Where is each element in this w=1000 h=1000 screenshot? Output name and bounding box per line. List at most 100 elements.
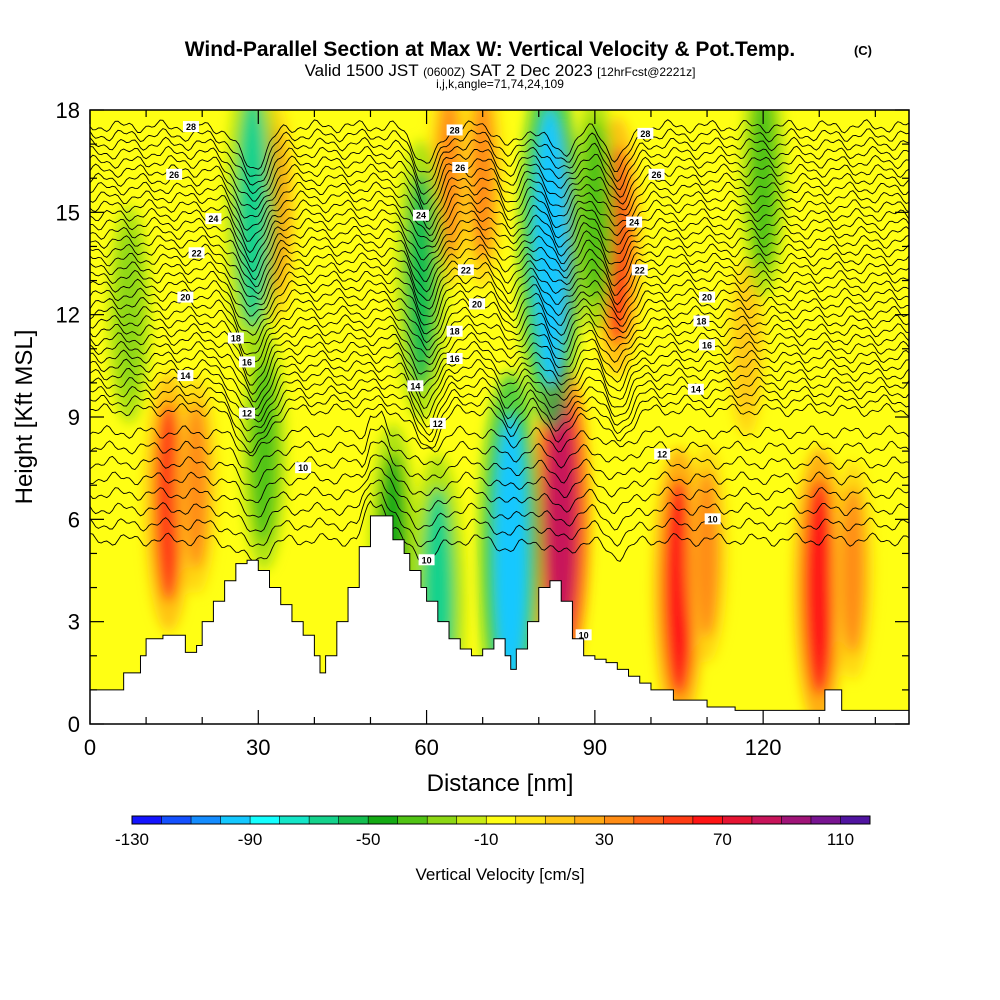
contour-label-bg — [687, 383, 704, 395]
contour-label-text: 10 — [579, 630, 589, 640]
contour-label-text: 14 — [691, 385, 701, 395]
contour-label-bg — [182, 121, 199, 133]
theta-contour — [90, 367, 909, 420]
colorbar-swatch — [751, 816, 782, 824]
contour-label-bg — [188, 247, 205, 259]
contour-label-text: 22 — [192, 248, 202, 258]
theta-contour-label: 20 — [177, 291, 194, 303]
downdraft-core — [117, 230, 141, 399]
theta-contour — [90, 424, 909, 473]
updraft-core — [185, 401, 209, 570]
colorbar-ticks: -130 -90 -50 -10 30 70 110 — [115, 830, 854, 849]
theta-contour — [90, 190, 909, 242]
contour-label-bg — [654, 448, 671, 460]
theta-contour — [90, 296, 909, 345]
contour-label-text: 20 — [702, 293, 712, 303]
contour-label-bg — [446, 353, 463, 365]
vertical-velocity-field — [108, 110, 874, 724]
contour-label-bg — [412, 209, 429, 221]
contour-label-bg — [457, 264, 474, 276]
contour-label-bg — [418, 554, 435, 566]
downdraft-core — [237, 110, 268, 329]
contour-label-bg — [631, 264, 648, 276]
theta-contour — [90, 492, 909, 548]
y-tick-label: 12 — [56, 303, 80, 328]
updraft-core — [736, 280, 757, 417]
contour-label-text: 24 — [416, 211, 426, 221]
theta-contour — [90, 305, 909, 355]
theta-contour-label: 26 — [166, 168, 183, 180]
contour-label-bg — [407, 380, 424, 392]
colorbar-tick-label: -90 — [238, 830, 263, 849]
contour-label-text: 28 — [640, 129, 650, 139]
theta-contour-label: 10 — [295, 462, 312, 474]
y-tick-label: 3 — [68, 610, 80, 635]
potential-temperature-contours — [90, 119, 909, 564]
colorbar-tick-label: -10 — [474, 830, 499, 849]
colorbar-tick-label: -50 — [356, 830, 381, 849]
downdraft-core — [493, 413, 529, 694]
theta-contour — [90, 216, 909, 273]
theta-contour-label: 22 — [457, 264, 474, 276]
theta-contour-label: 16 — [446, 353, 463, 365]
contour-label-bg — [469, 298, 486, 310]
contour-label-text: 22 — [461, 265, 471, 275]
contour-label-bg — [626, 216, 643, 228]
contour-label-text: 12 — [433, 419, 443, 429]
colorbar-swatch — [161, 816, 192, 824]
theta-contour-label: 14 — [407, 380, 424, 392]
contour-label-bg — [575, 629, 592, 641]
contour-label-text: 20 — [180, 293, 190, 303]
colorbar-label: Vertical Velocity [cm/s] — [415, 865, 584, 884]
theta-contour-label: 18 — [693, 315, 710, 327]
theta-contour-label: 10 — [704, 513, 721, 525]
contour-label-text: 12 — [242, 409, 252, 419]
theta-contour-label: 14 — [687, 383, 704, 395]
contour-label-bg — [648, 168, 665, 180]
theta-contour — [90, 358, 909, 411]
theta-contour — [90, 376, 909, 428]
theta-contour-label: 18 — [446, 325, 463, 337]
contour-label-bg — [177, 370, 194, 382]
theta-contour-label: 24 — [205, 213, 222, 225]
colorbar-swatch — [692, 816, 723, 824]
subtitle-utc: (0600Z) — [423, 65, 465, 79]
colorbar-swatch — [604, 816, 635, 824]
contour-label-text: 24 — [629, 218, 639, 228]
theta-contour — [90, 252, 909, 301]
theta-contour — [90, 163, 909, 215]
theta-contour — [90, 261, 909, 310]
theta-contour-label: 20 — [469, 298, 486, 310]
x-axis-label: Distance [nm] — [427, 770, 574, 797]
y-tick-label: 18 — [56, 98, 80, 123]
contour-label-text: 20 — [472, 299, 482, 309]
contour-label-text: 24 — [208, 214, 218, 224]
contour-label-bg — [452, 161, 469, 173]
theta-contour-label: 12 — [429, 417, 446, 429]
theta-contour — [90, 234, 909, 288]
theta-contour — [90, 136, 909, 186]
chart-params: i,j,k,angle=71,74,24,109 — [436, 77, 564, 91]
theta-contour — [90, 145, 909, 195]
colorbar-swatch — [456, 816, 487, 824]
contour-label-text: 28 — [450, 125, 460, 135]
subtitle-valid: Valid 1500 JST — [305, 61, 419, 80]
x-tick-label: 90 — [583, 735, 607, 760]
theta-contour-label: 28 — [637, 127, 654, 139]
colorbar-swatch — [427, 816, 458, 824]
plot-area: 28 26 24 22 20 18 16 14 12 10 28 26 24 22 20 18 16 14 12 10… — [90, 110, 909, 724]
theta-contour-label: 24 — [626, 216, 643, 228]
x-axis: 0 30 60 90 120 — [84, 110, 876, 760]
colorbar-swatch — [840, 816, 871, 824]
theta-contour — [90, 225, 909, 281]
updraft-core — [471, 110, 495, 263]
chart-title: Wind-Parallel Section at Max W: Vertical… — [185, 38, 796, 61]
theta-contour-label: 12 — [239, 407, 256, 419]
colorbar-swatch — [220, 816, 251, 824]
theta-contour — [90, 410, 909, 457]
theta-contour — [90, 269, 909, 317]
colorbar-swatch — [132, 816, 162, 824]
x-tick-label: 0 — [84, 735, 96, 760]
theta-contour-label: 16 — [699, 339, 716, 351]
theta-contour — [90, 314, 909, 366]
